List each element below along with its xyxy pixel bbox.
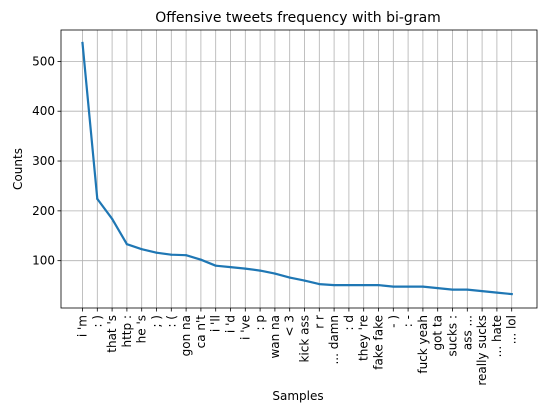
data-point: [273, 272, 276, 275]
data-point: [333, 283, 336, 287]
x-tick-label: - ): [386, 315, 400, 328]
data-point: [155, 251, 158, 254]
data-point: [81, 41, 84, 45]
series-layer: [81, 41, 513, 296]
data-point: [377, 283, 380, 287]
data-point: [96, 197, 99, 200]
x-tick-label: ... damn: [327, 315, 341, 365]
data-point: [421, 285, 424, 288]
grid: [61, 30, 537, 308]
data-point: [259, 269, 262, 272]
x-tick-label: ; ): [150, 315, 164, 328]
data-point: [510, 292, 513, 296]
x-tick-label: kick ass: [298, 315, 312, 363]
data-point: [392, 285, 395, 288]
x-tick-label: r r: [312, 315, 326, 329]
x-tick-label: fuck yeah: [416, 315, 430, 374]
x-tick-label: i 'll: [209, 315, 223, 332]
x-tick-label: ... hate: [490, 315, 504, 357]
data-point: [199, 258, 202, 261]
data-point: [244, 267, 247, 270]
data-point: [436, 286, 439, 290]
x-tick-label: got ta: [431, 315, 445, 351]
x-tick-label: that 's: [105, 315, 119, 353]
x-tick-label: : (: [164, 315, 178, 328]
y-tick-label: 100: [32, 254, 55, 268]
data-point: [318, 282, 321, 286]
data-point: [407, 285, 410, 288]
data-point: [170, 253, 173, 256]
data-point: [288, 276, 291, 279]
x-tick-label: gon na: [179, 315, 193, 356]
y-axis: 100 200 300 400 500: [32, 54, 61, 268]
y-tick-label: 300: [32, 154, 55, 168]
data-point: [229, 266, 232, 269]
x-tick-label: ass ...: [460, 315, 474, 350]
x-tick-label: ... lol: [505, 315, 519, 344]
y-tick-label: 500: [32, 54, 55, 68]
chart-title: Offensive tweets frequency with bi-gram: [155, 10, 441, 26]
x-tick-label: : d: [342, 315, 356, 330]
series-line: [81, 41, 513, 296]
x-tick-label: i 've: [238, 315, 252, 340]
x-tick-label: they 're: [357, 315, 371, 361]
x-tick-label: really sucks: [475, 315, 489, 386]
x-tick-label: http :: [120, 315, 134, 348]
x-tick-label: fake fake: [372, 315, 386, 370]
x-tick-label: he 's: [135, 315, 149, 343]
data-point: [362, 283, 365, 287]
data-point: [185, 254, 188, 257]
x-tick-label: ca n't: [194, 315, 208, 349]
data-point: [140, 248, 143, 251]
y-tick-label: 200: [32, 204, 55, 218]
x-axis-title: Samples: [272, 389, 323, 403]
x-tick-label: : -: [401, 315, 415, 327]
data-point: [466, 288, 469, 291]
data-point: [451, 288, 454, 291]
y-axis-title: Counts: [11, 148, 25, 190]
data-point: [481, 289, 484, 293]
data-point: [495, 291, 498, 294]
x-tick-label: i 'm: [76, 315, 90, 337]
data-point: [125, 243, 128, 246]
x-axis: i 'm: ) that 's http : he 's; ): (gon na ca …: [76, 308, 519, 386]
x-tick-label: < 3: [283, 315, 297, 337]
x-tick-label: i 'd: [224, 315, 238, 333]
data-point: [214, 264, 217, 267]
data-point: [111, 217, 114, 220]
x-tick-label: sucks :: [446, 315, 460, 357]
x-tick-label: : ): [90, 315, 104, 328]
x-tick-label: wan na: [268, 315, 282, 359]
y-tick-label: 400: [32, 104, 55, 118]
data-point: [347, 283, 350, 287]
data-point: [303, 279, 306, 282]
x-tick-label: : p: [253, 315, 267, 330]
plot-frame: [60, 29, 538, 309]
